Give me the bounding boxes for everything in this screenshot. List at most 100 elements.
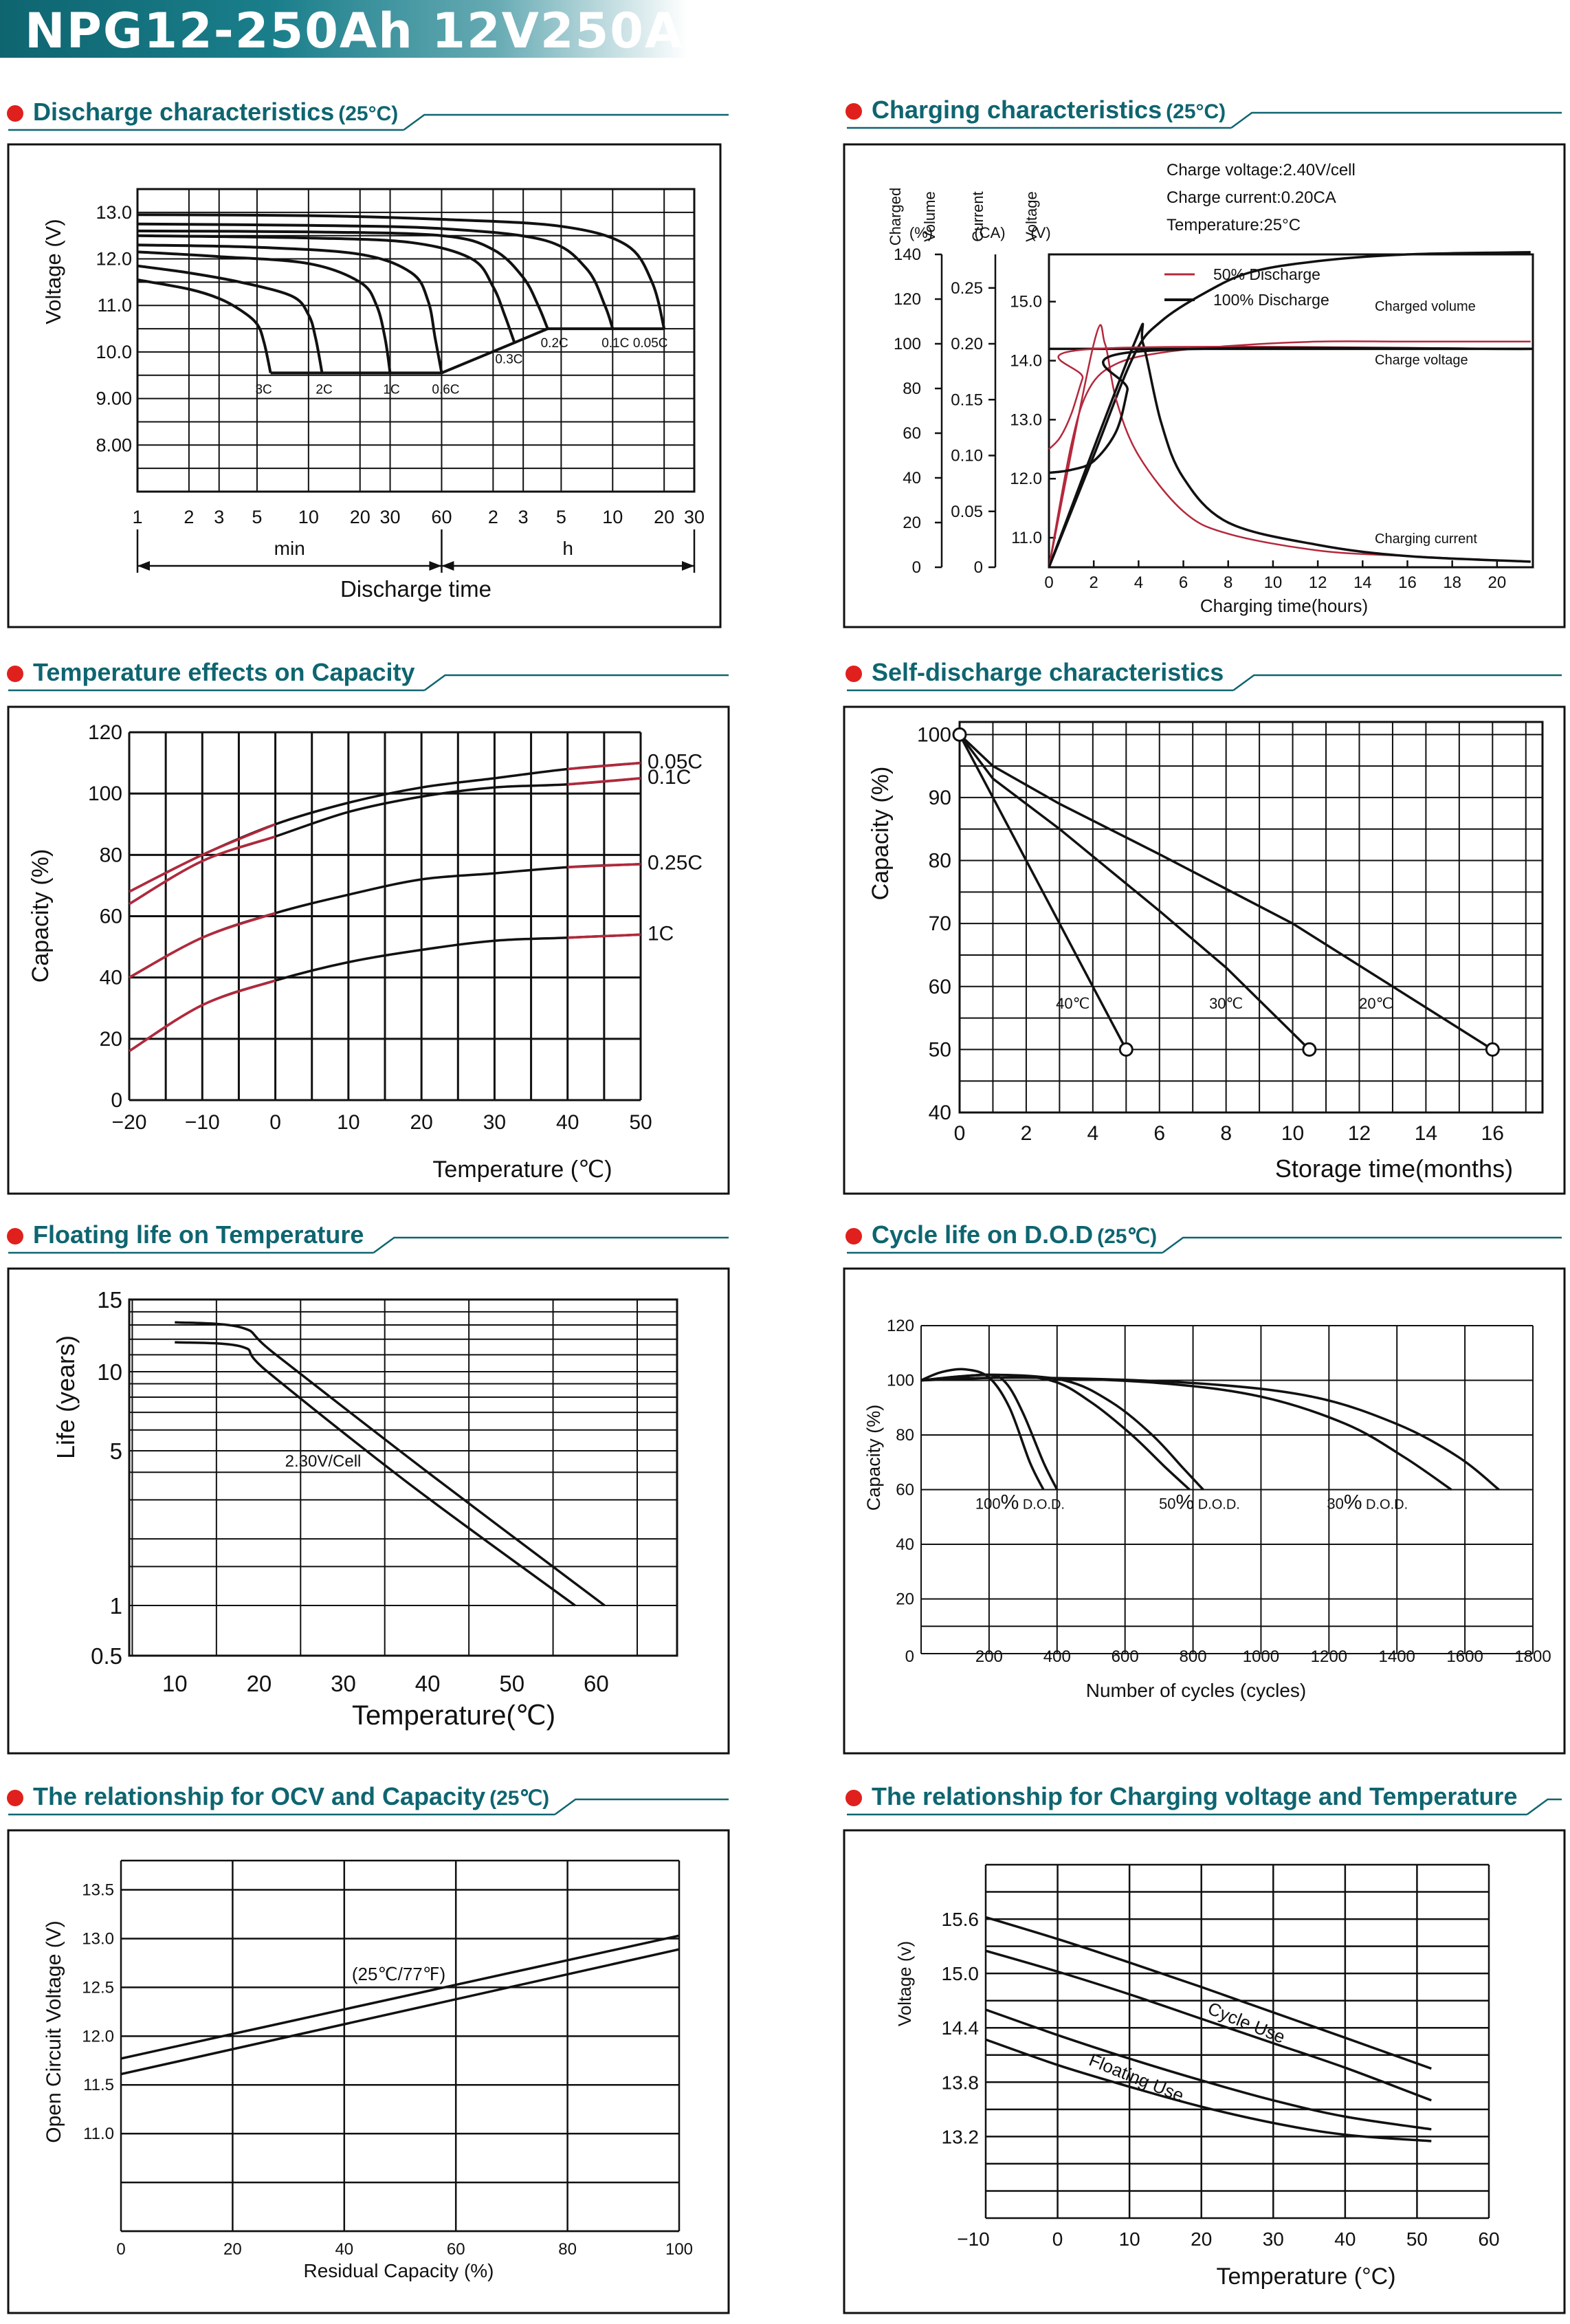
y-tick-label: 13.2 [942,2126,980,2147]
section-title-self-discharge: Self-discharge characteristics [845,658,1562,692]
title-rule [423,674,729,692]
arrowhead-icon [441,561,454,571]
floating-life-chart: 10 20 30 40 50 60 15 10 5 1 0.5 Life (years) Tempera… [7,1267,730,1755]
x-tick-label: 1 [132,507,142,527]
series-label: 0.05C [648,751,703,774]
y-tick-label: 60 [929,976,951,998]
title-rule [1230,111,1562,129]
x-tick-label: 0 [954,1122,966,1145]
axis-title: Volume [921,191,938,241]
x-unit-label: h [562,538,573,559]
x-unit-label: min [274,538,305,559]
section-title: The relationship for Charging voltage an… [872,1782,1517,1810]
x-axis-label: Temperature (℃) [432,1156,612,1183]
plot-area [128,1298,678,1657]
y-tick-label: 13.0 [96,202,132,223]
curve-label: Charging current [1375,531,1477,547]
series-line-red-0.1C [129,835,276,906]
bullet-dot-icon [7,1228,23,1245]
bullet-dot-icon [7,1790,23,1806]
section-title: Charging characteristics (25°C) [872,96,1226,124]
title-suffix: (25°C) [338,102,398,125]
bullet-dot-icon [7,105,23,122]
series-line-40℃ [958,734,1127,1051]
ocv-capacity-chart: 0 20 40 60 80 100 13.5 13.0 12.5 12.0 11.5 11.0 Open… [7,1829,730,2314]
x-tick-label: 80 [558,2240,577,2259]
y-tick-label: 11.5 [83,2076,114,2094]
charge-info: Temperature:25°C [1167,216,1301,234]
percent-sign: % [1175,1491,1194,1514]
x-tick-label: −10 [957,2228,990,2250]
title-suffix: (25°C) [1166,100,1226,123]
title-rule [1162,1236,1562,1254]
y-axis-label: Life (years) [52,1335,80,1459]
x-tick-label: 1200 [1311,1647,1347,1666]
series-line-1C [137,250,392,373]
series-line-Cycle-Use-lower [985,1949,1432,2102]
x-tick-label: 14 [1353,573,1372,592]
series-line-3C [137,278,272,373]
title-suffix: (25℃) [1097,1225,1157,1248]
section-title-ocv-capacity: The relationship for OCV and Capacity (25… [7,1782,729,1816]
series-line-current [1048,324,1531,568]
chart-frame [7,1829,730,2314]
chart-frame [843,143,1566,628]
y-tick-label: 15.6 [942,1909,980,1930]
x-tick-label: 10 [298,507,319,527]
y-tick-label: 140 [894,245,921,264]
series-line-volume [1048,340,1531,568]
y-tick-label: 60 [896,1481,914,1500]
x-tick-label: 12 [1348,1122,1371,1145]
series-line-current [1048,322,1531,568]
arrowhead-icon [682,561,694,571]
title-suffix: (25℃) [489,1787,549,1810]
dod-label: 30% D.O.D. [1327,1491,1408,1514]
x-tick-label: 8 [1220,1122,1232,1145]
plot-area [136,188,696,493]
x-tick-label: 0 [1044,573,1053,592]
y-tick-label: 15 [97,1287,122,1313]
y-tick-label: 15.0 [942,1963,980,1984]
section-title-discharge: Discharge characteristics (25°C) [7,98,729,131]
curve-annotation: (25℃/77℉) [352,1964,445,1984]
x-tick-label: 10 [162,1671,188,1696]
x-tick-label: 4 [1087,1122,1098,1145]
cutoff-label: 0.3C [495,352,522,366]
series-line-red-0.1C [567,777,641,786]
x-tick-label: 4 [1134,573,1143,592]
y-tick-label: 100 [894,335,921,353]
charge-info: Charge current:0.20CA [1167,188,1336,207]
discharge-chart: 13.012.011.010.09.008.001 2 3 5 10 20 30 60 2 3 5 1… [7,143,722,628]
y-tick-label: 40 [903,469,921,487]
y-tick-label: 20 [903,514,921,532]
plot-area [1048,253,1534,569]
series-line-50-D-O-D-b [920,1373,1204,1491]
y-tick-label: 9.00 [96,388,132,409]
y-tick-label: 12.5 [82,1978,114,1997]
y-tick-label: 11.0 [97,295,132,316]
y-tick-label: 11.0 [83,2125,114,2143]
x-tick-label: −10 [185,1111,220,1134]
x-tick-label: 40 [556,1111,579,1134]
section-title-charging: Charging characteristics (25°C) [845,96,1562,129]
y-tick-label: 5 [110,1438,122,1464]
x-tick-label: 30 [1263,2228,1284,2250]
series-line-30℃ [958,734,1311,1051]
series-line-0.1C [137,222,615,329]
x-tick-label: 40 [415,1671,441,1696]
series-line-0.6C [137,243,443,373]
axis-title: (CA) [974,224,1005,241]
y-tick-label: 90 [929,787,951,809]
y-tick-label: 60 [903,424,921,443]
series-line-red-1C [567,933,641,939]
cycle-life-chart: 200 400 600 800 1000 1200 1400 1600 1800 0 20 40 60 8… [843,1267,1566,1755]
x-tick-label: 16 [1398,573,1417,592]
bullet-dot-icon [845,666,862,682]
x-tick-label: 20 [410,1111,432,1134]
page-title: NPG12-250Ah 12V250A [25,3,684,59]
title-rule [1526,1798,1562,1816]
y-axis-label: Capacity (%) [27,849,54,983]
section-title: Self-discharge characteristics [872,658,1224,686]
x-axis-label: Residual Capacity (%) [304,2260,494,2281]
section-title-cycle-life: Cycle life on D.O.D (25℃) [845,1220,1562,1254]
